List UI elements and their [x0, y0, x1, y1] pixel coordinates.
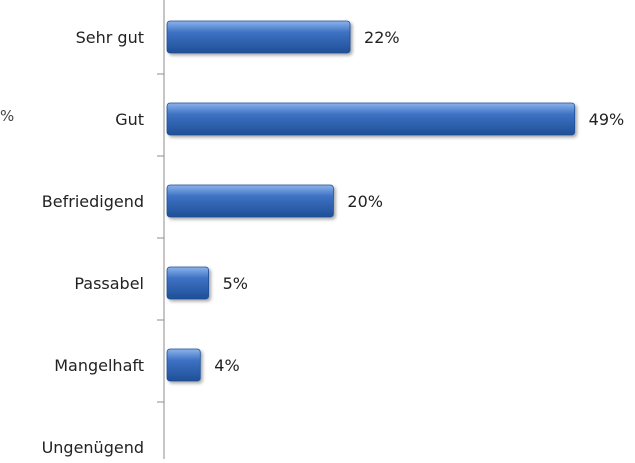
- category-label: Mangelhaft: [54, 356, 144, 375]
- chart-bars: [166, 20, 576, 382]
- data-label: 5%: [223, 274, 248, 293]
- category-label: Sehr gut: [76, 28, 144, 47]
- bar: [166, 348, 201, 382]
- category-label: Befriedigend: [42, 192, 144, 211]
- bar: [166, 184, 334, 218]
- category-labels: Sehr gut Gut Befriedigend Passabel Mangelhaf…: [42, 28, 144, 457]
- data-label: 4%: [214, 356, 239, 375]
- bar: [166, 266, 209, 300]
- partial-left-label: %: [0, 107, 14, 125]
- data-label: 49%: [589, 110, 625, 129]
- category-label: Gut: [115, 110, 144, 129]
- data-label: 22%: [364, 28, 400, 47]
- data-labels: 22% 49% 20% 5% 4%: [214, 28, 624, 375]
- data-label: 20%: [347, 192, 383, 211]
- chart-axis: [157, 0, 165, 459]
- category-label: Ungenügend: [42, 438, 144, 457]
- bar: [166, 20, 351, 54]
- bar: [166, 102, 576, 136]
- category-label: Passabel: [74, 274, 144, 293]
